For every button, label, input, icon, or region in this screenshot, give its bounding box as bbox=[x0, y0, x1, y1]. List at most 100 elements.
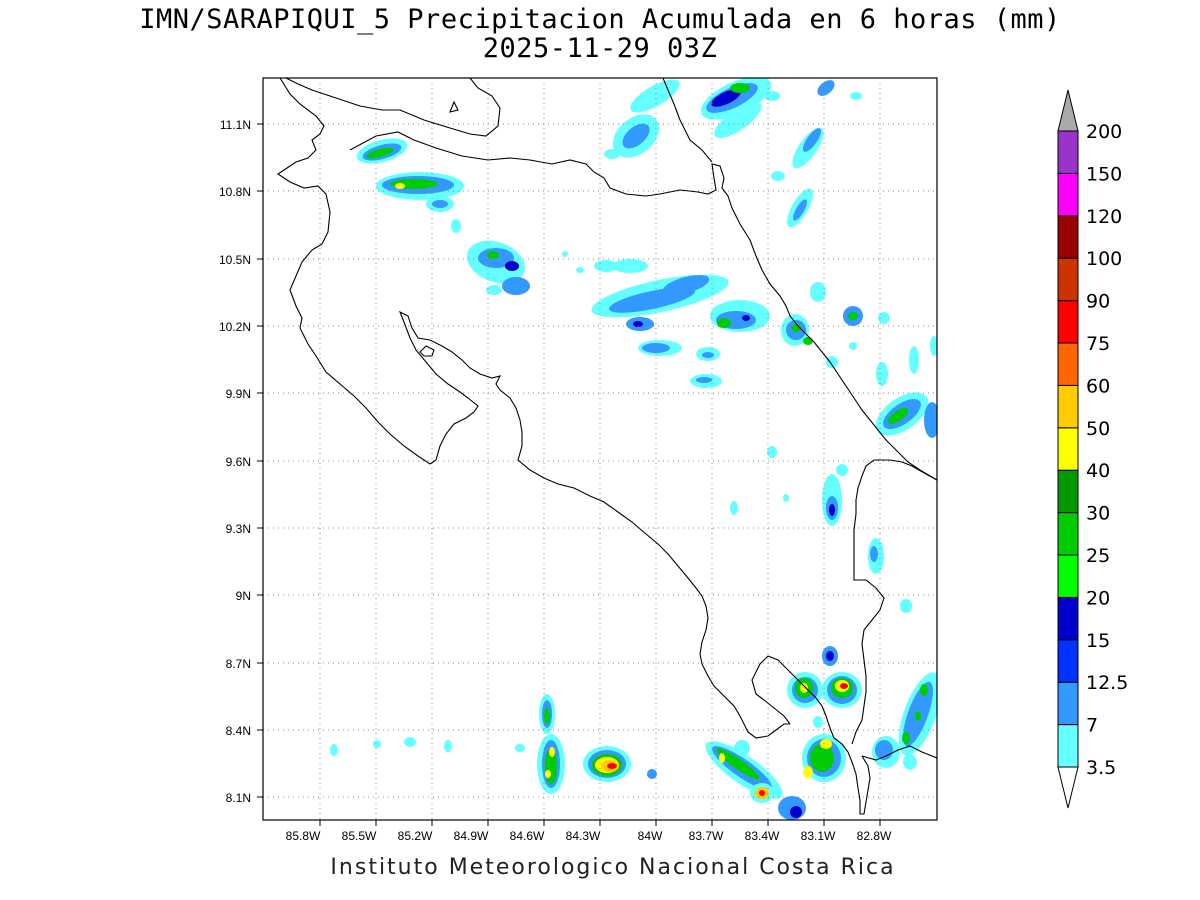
panama-pacific-coast bbox=[861, 745, 937, 761]
precip-cell bbox=[330, 744, 338, 756]
colorbar-label: 3.5 bbox=[1086, 757, 1116, 779]
colorbar-label: 150 bbox=[1086, 163, 1122, 185]
lon-tick-label: 84.6W bbox=[510, 829, 545, 843]
precip-cell bbox=[915, 711, 921, 721]
colorbar-cell bbox=[1057, 215, 1079, 259]
precip-cell bbox=[810, 282, 826, 302]
colorbar-cell bbox=[1057, 596, 1079, 641]
precipitation-layer bbox=[330, 78, 937, 820]
pacific-coast bbox=[299, 310, 790, 739]
precip-cell bbox=[373, 740, 381, 748]
colorbar-label: 75 bbox=[1086, 333, 1110, 355]
precip-cell bbox=[604, 149, 620, 159]
precip-cell bbox=[576, 267, 584, 273]
precip-cell bbox=[662, 275, 710, 295]
precip-cell bbox=[432, 200, 448, 208]
lon-tick-label: 84.9W bbox=[454, 829, 489, 843]
lon-tick-label: 83.1W bbox=[801, 829, 836, 843]
precip-cell bbox=[730, 83, 750, 93]
precip-cell bbox=[909, 346, 919, 374]
lat-tick-label: 10.8N bbox=[219, 185, 251, 199]
precip-cell bbox=[771, 171, 785, 181]
map-gridlines bbox=[263, 78, 937, 820]
precip-cell bbox=[800, 683, 808, 693]
nicaragua-costa-rica-border bbox=[349, 131, 729, 197]
precip-cell bbox=[878, 312, 890, 324]
colorbar-min-arrow bbox=[1057, 766, 1079, 809]
credit-text: Instituto Meteorologico Nacional Costa R… bbox=[330, 855, 896, 880]
colorbar-cell bbox=[1057, 639, 1079, 683]
lake-nicaragua bbox=[285, 78, 501, 137]
lat-tick-label: 9N bbox=[236, 589, 251, 603]
precip-cell bbox=[813, 716, 823, 728]
precip-cell bbox=[903, 754, 917, 770]
precip-cell bbox=[594, 260, 618, 272]
precip-cell bbox=[366, 147, 394, 159]
colorbar-label: 30 bbox=[1086, 503, 1110, 525]
precip-cell bbox=[607, 763, 617, 769]
colorbar-cell bbox=[1057, 172, 1079, 217]
precip-cell bbox=[764, 91, 780, 101]
precip-cell bbox=[802, 128, 822, 152]
precip-cell bbox=[502, 277, 530, 295]
precip-cell bbox=[836, 464, 848, 476]
precip-cell bbox=[759, 790, 765, 796]
colorbar-cell bbox=[1057, 724, 1079, 768]
colorbar-cell bbox=[1057, 681, 1079, 726]
colorbar-cell bbox=[1057, 427, 1079, 471]
lon-tick-label: 85.2W bbox=[398, 829, 433, 843]
colorbar-label: 60 bbox=[1086, 375, 1110, 397]
lat-tick-label: 8.7N bbox=[226, 657, 251, 671]
precip-cell bbox=[717, 318, 731, 328]
lat-tick-label: 10.5N bbox=[219, 253, 251, 267]
colorbar-max-arrow bbox=[1057, 89, 1079, 132]
precip-cell bbox=[900, 599, 912, 613]
osa-golfo-dulce-coast bbox=[751, 655, 871, 815]
colorbar-label: 7 bbox=[1086, 715, 1098, 737]
lon-tick-label: 85.5W bbox=[342, 829, 377, 843]
colorbar-cell bbox=[1057, 469, 1079, 514]
lon-tick-label: 83.4W bbox=[745, 829, 780, 843]
colorbar-label: 20 bbox=[1086, 587, 1110, 609]
precip-cell bbox=[545, 770, 551, 778]
caribbean-coast bbox=[727, 195, 937, 481]
precip-cell bbox=[647, 769, 657, 779]
precip-cell bbox=[505, 261, 519, 271]
precip-cell bbox=[870, 546, 878, 562]
precip-cell bbox=[714, 101, 762, 139]
precip-cell bbox=[930, 336, 937, 356]
lon-tick-label: 83.7W bbox=[689, 829, 724, 843]
precip-cell bbox=[829, 504, 835, 516]
precip-cell bbox=[711, 89, 741, 107]
colorbar-label: 50 bbox=[1086, 418, 1110, 440]
colorbar-label: 40 bbox=[1086, 460, 1110, 482]
precip-cell bbox=[451, 219, 461, 233]
precip-cell bbox=[790, 806, 802, 818]
precip-cell bbox=[876, 362, 888, 386]
precip-cell bbox=[730, 501, 738, 515]
precip-cell bbox=[826, 356, 838, 368]
precip-cell bbox=[810, 744, 834, 772]
colorbar-cell bbox=[1057, 554, 1079, 598]
precip-cell bbox=[783, 494, 789, 502]
colorbar-cell bbox=[1057, 384, 1079, 429]
colorbar-label: 25 bbox=[1086, 545, 1110, 567]
precip-cell bbox=[902, 732, 910, 744]
precip-cell bbox=[803, 337, 813, 345]
san-juan-river bbox=[662, 78, 713, 163]
precip-cell bbox=[850, 92, 862, 100]
coastlines bbox=[277, 78, 937, 815]
precip-cell bbox=[702, 352, 714, 358]
precip-cell bbox=[622, 123, 650, 149]
nicaragua-pacific-coast bbox=[277, 78, 331, 329]
colorbar-label: 120 bbox=[1086, 206, 1122, 228]
lon-tick-label: 85.8W bbox=[286, 829, 321, 843]
lon-tick-label: 84.3W bbox=[566, 829, 601, 843]
colorbar-cell bbox=[1057, 342, 1079, 386]
colorbar-label: 15 bbox=[1086, 630, 1110, 652]
colorbar-label: 90 bbox=[1086, 291, 1110, 313]
lat-tick-label: 10.2N bbox=[219, 320, 251, 334]
gulf-island bbox=[419, 345, 435, 357]
precip-cell bbox=[920, 684, 928, 696]
